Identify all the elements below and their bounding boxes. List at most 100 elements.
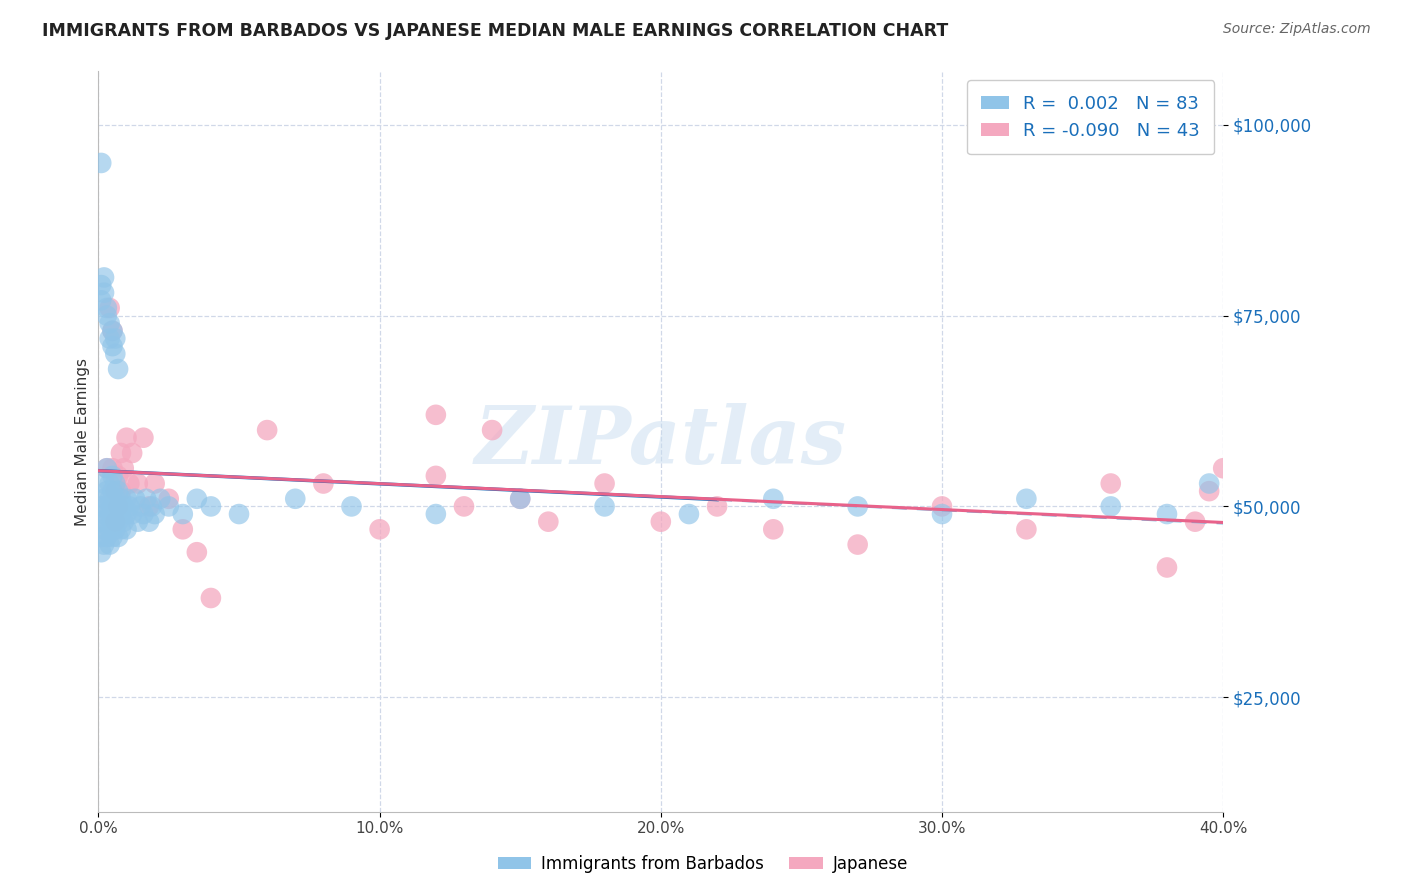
Point bbox=[96, 515, 118, 529]
Point bbox=[110, 491, 132, 506]
Point bbox=[115, 522, 138, 536]
Point bbox=[537, 515, 560, 529]
Point bbox=[104, 331, 127, 345]
Point bbox=[312, 476, 335, 491]
Point bbox=[96, 484, 118, 499]
Point bbox=[93, 270, 115, 285]
Point bbox=[107, 500, 129, 514]
Point bbox=[135, 491, 157, 506]
Point bbox=[846, 538, 869, 552]
Point bbox=[110, 446, 132, 460]
Point bbox=[107, 530, 129, 544]
Point bbox=[101, 515, 124, 529]
Legend: Immigrants from Barbados, Japanese: Immigrants from Barbados, Japanese bbox=[491, 848, 915, 880]
Point bbox=[93, 491, 115, 506]
Point bbox=[124, 491, 146, 506]
Point bbox=[157, 491, 180, 506]
Point bbox=[110, 507, 132, 521]
Point bbox=[98, 316, 121, 330]
Point bbox=[143, 507, 166, 521]
Point bbox=[93, 476, 115, 491]
Point bbox=[107, 500, 129, 514]
Point bbox=[93, 507, 115, 521]
Point bbox=[107, 469, 129, 483]
Point bbox=[368, 522, 391, 536]
Legend: R =  0.002   N = 83, R = -0.090   N = 43: R = 0.002 N = 83, R = -0.090 N = 43 bbox=[967, 80, 1215, 154]
Point bbox=[90, 293, 112, 308]
Point bbox=[509, 491, 531, 506]
Point bbox=[101, 324, 124, 338]
Point bbox=[104, 476, 127, 491]
Point bbox=[129, 500, 152, 514]
Point bbox=[110, 522, 132, 536]
Point bbox=[593, 500, 616, 514]
Point bbox=[98, 491, 121, 506]
Point bbox=[118, 500, 141, 514]
Point bbox=[132, 507, 155, 521]
Point bbox=[1212, 461, 1234, 475]
Point bbox=[98, 507, 121, 521]
Point bbox=[172, 507, 194, 521]
Point bbox=[115, 507, 138, 521]
Point bbox=[101, 530, 124, 544]
Point bbox=[98, 476, 121, 491]
Point bbox=[1198, 476, 1220, 491]
Point bbox=[101, 339, 124, 353]
Point bbox=[90, 156, 112, 170]
Point bbox=[256, 423, 278, 437]
Point bbox=[200, 591, 222, 605]
Point bbox=[121, 507, 143, 521]
Point bbox=[96, 500, 118, 514]
Point bbox=[104, 491, 127, 506]
Text: IMMIGRANTS FROM BARBADOS VS JAPANESE MEDIAN MALE EARNINGS CORRELATION CHART: IMMIGRANTS FROM BARBADOS VS JAPANESE MED… bbox=[42, 22, 949, 40]
Point bbox=[104, 515, 127, 529]
Point bbox=[1015, 522, 1038, 536]
Point bbox=[141, 500, 163, 514]
Point bbox=[132, 431, 155, 445]
Point bbox=[101, 469, 124, 483]
Point bbox=[98, 301, 121, 315]
Point bbox=[1015, 491, 1038, 506]
Point bbox=[96, 301, 118, 315]
Point bbox=[1099, 476, 1122, 491]
Point bbox=[112, 515, 135, 529]
Point bbox=[107, 362, 129, 376]
Point bbox=[104, 347, 127, 361]
Point bbox=[425, 469, 447, 483]
Point bbox=[228, 507, 250, 521]
Point bbox=[112, 500, 135, 514]
Point bbox=[112, 461, 135, 475]
Point bbox=[1156, 507, 1178, 521]
Point bbox=[138, 500, 160, 514]
Point bbox=[93, 522, 115, 536]
Point bbox=[706, 500, 728, 514]
Point bbox=[509, 491, 531, 506]
Point bbox=[93, 538, 115, 552]
Point bbox=[115, 491, 138, 506]
Point bbox=[104, 484, 127, 499]
Point bbox=[98, 538, 121, 552]
Point bbox=[96, 461, 118, 475]
Point bbox=[762, 491, 785, 506]
Point bbox=[115, 431, 138, 445]
Text: Source: ZipAtlas.com: Source: ZipAtlas.com bbox=[1223, 22, 1371, 37]
Point bbox=[425, 507, 447, 521]
Point bbox=[101, 324, 124, 338]
Point bbox=[101, 500, 124, 514]
Point bbox=[678, 507, 700, 521]
Point bbox=[96, 309, 118, 323]
Point bbox=[90, 545, 112, 559]
Point bbox=[1198, 484, 1220, 499]
Point bbox=[110, 484, 132, 499]
Point bbox=[96, 530, 118, 544]
Point bbox=[101, 484, 124, 499]
Point bbox=[98, 331, 121, 345]
Point bbox=[200, 500, 222, 514]
Point bbox=[186, 491, 208, 506]
Point bbox=[425, 408, 447, 422]
Point bbox=[284, 491, 307, 506]
Point bbox=[186, 545, 208, 559]
Point bbox=[98, 522, 121, 536]
Point bbox=[172, 522, 194, 536]
Text: ZIPatlas: ZIPatlas bbox=[475, 403, 846, 480]
